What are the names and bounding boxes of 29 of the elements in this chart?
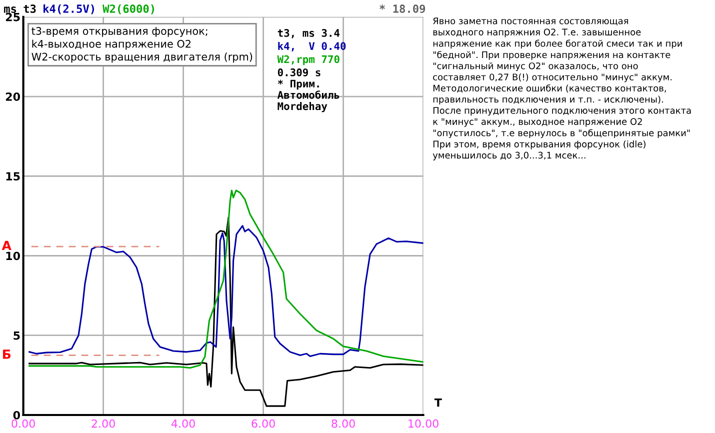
annotation: W2,rpm 770 <box>277 55 340 66</box>
y-tick-label: 5 <box>14 331 20 340</box>
x-tick-label: 4.00 <box>171 419 195 428</box>
annotation: t3-время открывания форсунок; k4-выходное напряжение О2 W2-скорость вращения двигателя (rpm) <box>32 27 252 63</box>
y-tick-label: 15 <box>6 172 20 181</box>
line-series <box>28 225 424 357</box>
text: W2(6000) <box>102 4 154 14</box>
line-series <box>28 216 424 407</box>
annotation: k4, V 0.40 <box>278 42 346 52</box>
x-tick-label: 10.00 <box>408 419 438 428</box>
y-axis-title: ms <box>4 6 16 13</box>
line-series <box>28 190 424 369</box>
y-tick-label: 25 <box>6 12 20 22</box>
x-tick-label: 0.00 <box>12 419 35 428</box>
y-tick-label: 20 <box>6 92 20 101</box>
text: * 18.09 <box>380 4 426 13</box>
x-tick-label: 2.00 <box>92 419 115 428</box>
x-tick-label: 6.00 <box>252 419 275 428</box>
ref-line-label: Б <box>3 350 11 359</box>
text: Явно заметна постоянная состовляющая выходного напряжния О2. Т.е. завышенное напряжение как при более богатой смеси так и при "бедной". При проверке напряжения на контакте "сигнальный минус О2" оказалось, что оно составляет 0,27 В(!) относительно "минус" аккум. Методологические ошибки (качество контактов, правильность подключения и т.п. - исключены). После принудительного подключения этого контакта к "минус" аккум., выходное напряжение О2 "опустилось", т.е вернулось в "общепринятые рамки" При этом, время открывания форсунок (idle) уменьшилось до 3,0...3,1 мсек... <box>432 18 691 160</box>
text: t3 <box>24 4 36 13</box>
y-tick-label: 10 <box>6 252 20 260</box>
annotation: 0.309 s * Прим. Автомобиль Mordehay <box>277 68 340 112</box>
ref-line-label: А <box>2 240 12 250</box>
x-tick-label: 8.00 <box>332 419 355 428</box>
annotation: t3, ms 3.4 <box>278 29 340 38</box>
text: k4(2.5V) <box>44 4 94 14</box>
y-tick-label: 0 <box>13 410 20 420</box>
x-axis-title: T <box>434 398 442 407</box>
